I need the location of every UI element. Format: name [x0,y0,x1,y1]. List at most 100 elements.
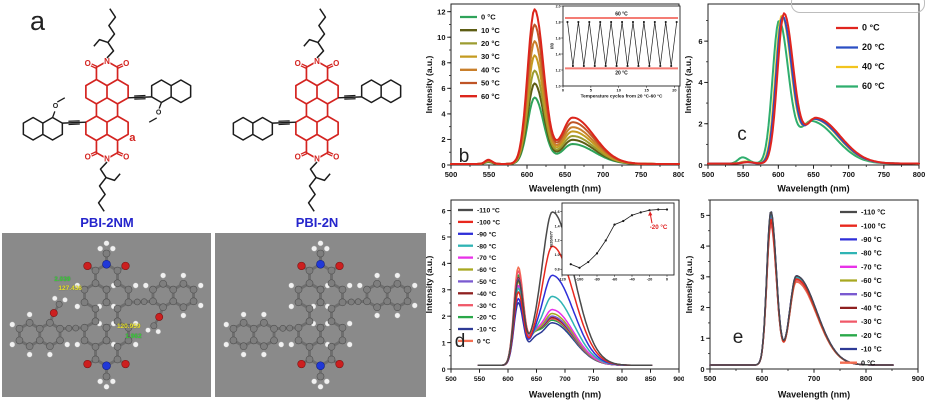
spectra-panels: 500 550 600 650 700 750 800 0 2 4 6 8 10 12 Wavelength… [424,0,928,401]
svg-text:600: 600 [772,170,785,179]
svg-text:N: N [104,57,110,66]
svg-text:-90 °C: -90 °C [477,230,496,238]
svg-text:20 °C: 20 °C [862,42,885,52]
svg-text:-20 °C: -20 °C [861,331,882,340]
svg-text:5: 5 [700,211,704,220]
legend: 0 °C 20 °C 40 °C 60 °C [836,23,885,91]
svg-text:2: 2 [442,314,446,321]
svg-text:O: O [123,59,129,68]
svg-text:-80 °C: -80 °C [861,249,882,258]
svg-text:0 °C: 0 °C [481,13,496,22]
svg-text:700: 700 [842,170,855,179]
inset-ratio-curve: -120 -100 -80 -60 -40 -20 0 0.8 1.0 1.2 1.4 1.6 -20 … [550,202,675,282]
svg-text:-50 °C: -50 °C [477,278,496,286]
svg-text:600: 600 [756,374,769,383]
svg-text:20 °C: 20 °C [615,71,628,77]
svg-text:3: 3 [700,273,704,282]
ballstick-model-pbi-2nm: 2.039 127.436 120.959 1.962 [2,233,211,397]
svg-text:Intensity (a.u.): Intensity (a.u.) [684,256,694,314]
structure-drawing: O O O O N N O Oa [22,8,192,212]
svg-text:1.8: 1.8 [556,20,561,24]
series--110 °C [709,211,894,366]
chart-d-canvas: 500 550 600 650 700 750 800 850 900 0 1 2 3 4 5 6 Wavele… [424,199,685,400]
legend: -110 °C -100 °C -90 °C -80 °C -70 °C -60 °C -5… [840,208,887,367]
svg-text:N: N [314,155,320,164]
svg-text:700: 700 [808,374,821,383]
svg-text:500: 500 [704,374,717,383]
svg-text:900: 900 [912,374,925,383]
svg-text:O: O [123,153,129,162]
svg-text:-20 °C: -20 °C [650,224,668,231]
svg-text:I620/I677: I620/I677 [550,231,554,247]
svg-text:5: 5 [590,88,593,93]
svg-text:650: 650 [531,376,543,383]
svg-text:500: 500 [445,376,457,383]
svg-text:-120: -120 [558,277,566,282]
legend-box-artifact [791,0,925,13]
panel-d-chart: 500 550 600 650 700 750 800 850 900 0 1 2 3 4 5 6 Wavele… [424,195,685,401]
svg-text:0 °C: 0 °C [862,23,880,33]
svg-text:6: 6 [698,37,702,46]
ballstick-drawing [223,240,418,390]
svg-text:O: O [53,103,59,110]
svg-text:-10 °C: -10 °C [477,326,496,334]
svg-text:-60: -60 [612,277,618,282]
svg-text:0: 0 [442,367,446,374]
bond-annotation: 127.436 [58,285,82,293]
panel-e-chart: 500 600 700 800 900 0 1 2 3 4 5 Wavelength (nm) Inte… [684,195,928,401]
svg-text:600: 600 [521,170,534,179]
svg-text:O: O [85,153,91,162]
legend: -110 °C -100 °C -90 °C -80 °C -70 °C -60 °C -5… [458,207,500,346]
svg-text:4: 4 [700,242,705,251]
svg-text:550: 550 [737,170,750,179]
svg-text:Intensity (a.u.): Intensity (a.u.) [424,56,434,114]
svg-text:20: 20 [672,88,676,93]
svg-text:-90 °C: -90 °C [861,235,882,244]
svg-text:1: 1 [442,340,446,347]
svg-text:2.0: 2.0 [556,4,561,8]
svg-text:-20 °C: -20 °C [477,314,496,322]
svg-text:15: 15 [644,88,649,93]
svg-text:1.6: 1.6 [556,36,561,40]
svg-text:500: 500 [702,170,715,179]
svg-text:1.0: 1.0 [555,253,560,257]
series-0 °C [707,12,920,165]
svg-text:-60 °C: -60 °C [477,266,496,274]
bond-annotation: 2.039 [54,275,71,283]
svg-text:Temperature cycles from 20 °C-: Temperature cycles from 20 °C-60 °C [581,93,663,98]
ballstick-drawing [9,240,204,390]
svg-text:d: d [455,331,466,352]
svg-text:1.4: 1.4 [556,52,561,56]
svg-text:Intensity (a.u.): Intensity (a.u.) [424,256,434,314]
chart-c-canvas: 500 550 600 650 700 750 800 0 2 4 6 Wavelength (nm)… [683,3,925,194]
svg-text:10: 10 [617,88,621,93]
svg-text:1.0: 1.0 [556,84,561,88]
svg-text:800: 800 [860,374,873,383]
series--90 °C [477,274,653,367]
svg-text:30 °C: 30 °C [481,52,500,61]
svg-text:800: 800 [673,170,684,179]
svg-text:Wavelength (nm): Wavelength (nm) [777,184,849,194]
svg-text:850: 850 [645,376,657,383]
svg-text:-10 °C: -10 °C [861,345,882,354]
svg-text:Intensity (a.u.): Intensity (a.u.) [684,56,693,114]
structure-pbi-2n: O O O O N N [216,4,418,216]
svg-text:-40 °C: -40 °C [477,290,496,298]
svg-text:4: 4 [698,78,703,87]
inset-cycles: 0 5 10 15 20 1.0 1.2 1.4 1.6 1.8 2.0 60 °C 20 °C Temp… [550,4,681,98]
molecule-name-pbi-2nm: PBI-2NM [80,215,134,230]
svg-text:-70 °C: -70 °C [861,262,882,271]
svg-text:Wavelength (nm): Wavelength (nm) [529,390,601,400]
svg-text:1.6: 1.6 [555,210,560,214]
svg-text:2: 2 [700,303,704,312]
svg-text:0: 0 [441,161,445,170]
svg-text:650: 650 [807,170,820,179]
svg-text:-60 °C: -60 °C [861,276,882,285]
svg-text:60 °C: 60 °C [615,11,628,17]
svg-text:500: 500 [445,170,458,179]
svg-text:O: O [333,59,339,68]
svg-text:Wavelength (nm): Wavelength (nm) [529,184,601,194]
molecule-name-pbi-2n: PBI-2N [295,215,339,230]
svg-text:900: 900 [673,376,684,383]
svg-text:c: c [737,124,747,145]
